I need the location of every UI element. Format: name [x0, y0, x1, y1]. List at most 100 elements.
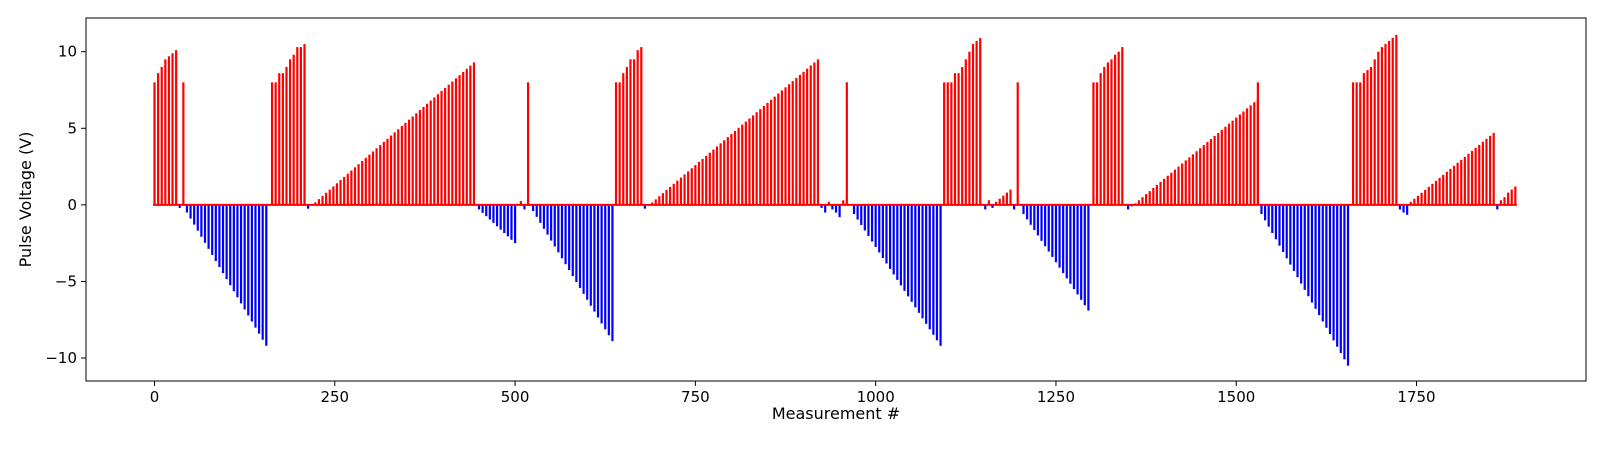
bar	[1217, 132, 1220, 205]
bar	[1263, 204, 1267, 221]
bar	[332, 186, 335, 205]
y-tick-label: 5	[67, 119, 77, 137]
bar	[472, 62, 476, 205]
bar	[1152, 188, 1155, 205]
bar	[1051, 204, 1054, 257]
bar	[730, 134, 733, 205]
bar	[1253, 102, 1256, 205]
bar	[658, 196, 661, 205]
bar	[798, 74, 802, 205]
bar	[426, 103, 429, 205]
bar	[1170, 172, 1173, 205]
bars-layer	[153, 34, 1517, 366]
bar	[299, 47, 302, 205]
bar	[436, 94, 440, 205]
bar	[389, 135, 393, 205]
bar	[726, 137, 729, 205]
bar	[1099, 73, 1102, 205]
bar	[1173, 169, 1177, 205]
bar	[1377, 51, 1380, 205]
bar	[1092, 82, 1095, 205]
bar	[1373, 59, 1376, 205]
bar	[503, 204, 506, 234]
bar	[1106, 62, 1109, 205]
bar	[600, 204, 603, 324]
bar	[546, 204, 549, 235]
bar	[393, 132, 396, 205]
bar	[1145, 194, 1148, 205]
bar	[1296, 204, 1299, 278]
bar	[400, 126, 403, 205]
bar	[845, 82, 848, 205]
bar	[636, 50, 639, 205]
bar	[314, 202, 317, 205]
bar	[1499, 200, 1502, 205]
bar	[755, 112, 758, 205]
bar	[229, 204, 232, 286]
bar	[167, 56, 171, 205]
bar	[1485, 138, 1488, 205]
bar	[462, 71, 465, 205]
y-tick-label: 0	[67, 196, 77, 214]
bar	[1351, 82, 1355, 205]
bar	[1388, 40, 1391, 205]
bar	[1460, 159, 1463, 205]
bar	[1013, 204, 1016, 210]
bar	[813, 62, 816, 205]
bar	[292, 54, 295, 205]
bar	[1318, 204, 1321, 316]
bar	[535, 204, 538, 217]
bar	[773, 96, 776, 205]
bar	[257, 204, 261, 334]
bar	[1438, 177, 1441, 205]
bar	[307, 204, 310, 209]
bar	[762, 106, 765, 205]
bar	[1391, 37, 1394, 205]
bar	[737, 127, 740, 205]
bar	[827, 201, 830, 205]
bar	[560, 204, 564, 259]
bar	[1424, 189, 1427, 205]
bar	[454, 78, 458, 205]
bar	[632, 59, 636, 205]
bar	[679, 177, 683, 205]
bar	[346, 173, 349, 205]
bar	[1148, 191, 1151, 205]
bar	[1224, 126, 1227, 205]
bar	[1449, 168, 1452, 205]
bar	[364, 157, 367, 205]
bar	[214, 204, 217, 261]
bar	[1328, 204, 1332, 335]
bar	[1103, 67, 1106, 205]
bar	[1199, 148, 1202, 205]
bar	[697, 162, 701, 205]
bar	[433, 97, 436, 205]
bar	[386, 138, 389, 205]
bar	[661, 193, 665, 205]
bar	[925, 204, 928, 324]
bar	[705, 155, 708, 205]
bar	[353, 167, 357, 205]
bar	[816, 59, 820, 205]
bar	[1209, 139, 1213, 205]
bar	[397, 129, 400, 205]
plot-frame	[85, 17, 1587, 382]
bar	[523, 204, 526, 210]
bar	[1163, 178, 1166, 205]
bar	[892, 204, 895, 275]
bar	[1137, 200, 1140, 205]
bar	[780, 90, 784, 205]
bar	[1336, 204, 1339, 347]
bar	[914, 204, 917, 308]
bar	[582, 204, 585, 294]
bar	[578, 204, 582, 288]
bar	[885, 204, 888, 264]
bar	[1080, 204, 1083, 300]
bar	[1076, 204, 1079, 295]
bar	[1022, 204, 1025, 215]
bar	[539, 204, 542, 223]
x-tick-label: 0	[150, 388, 160, 406]
bar	[777, 93, 780, 205]
bar	[640, 47, 643, 205]
bar	[571, 204, 574, 277]
